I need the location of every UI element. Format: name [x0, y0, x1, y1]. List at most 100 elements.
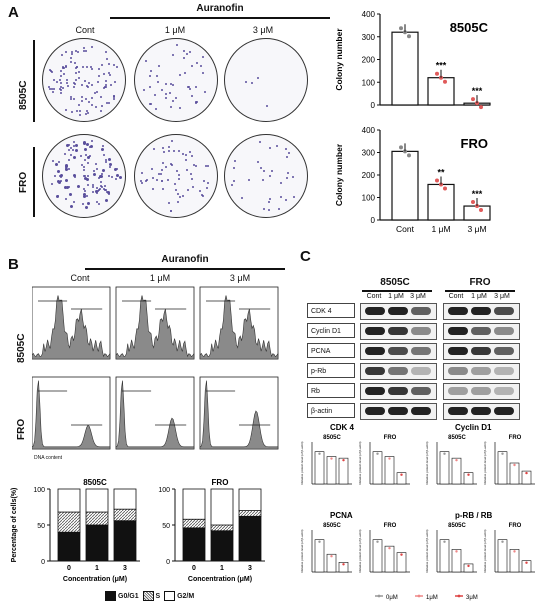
- dose-label-3um-b: 3 μM: [229, 273, 251, 283]
- colony-dot: [87, 156, 91, 160]
- colony-dot: [59, 69, 62, 72]
- wb-band: [365, 347, 385, 355]
- colony-dot: [266, 104, 269, 107]
- colony-dot: [144, 179, 147, 182]
- colony-dot: [96, 90, 99, 93]
- colony-dot: [186, 53, 189, 56]
- colony-dot: [67, 186, 70, 189]
- colony-dot: [73, 175, 76, 178]
- colony-dot: [92, 169, 95, 172]
- data-point: [399, 145, 403, 150]
- colony-dot: [105, 160, 108, 163]
- quant-bar: [338, 457, 349, 485]
- colony-dot: [107, 62, 110, 65]
- y-tick-label: 400: [362, 126, 376, 135]
- quant-point: [525, 471, 528, 475]
- colony-dot: [256, 160, 259, 163]
- quant-subtitle: 8505C: [448, 435, 466, 441]
- colony-dot: [144, 60, 147, 63]
- colony-dot: [171, 140, 174, 143]
- colony-dot: [88, 145, 91, 148]
- colony-chart-8505c: 0 100 200 300 400 Colony number 8505C *** ***: [334, 10, 491, 110]
- colony-dot: [204, 165, 207, 168]
- colony-dot: [96, 187, 99, 190]
- colony-dot: [52, 79, 55, 82]
- colony-dot: [140, 181, 143, 184]
- stacked-segment-s: [85, 511, 109, 526]
- quant-bar: [326, 553, 337, 573]
- colony-dot: [104, 199, 108, 203]
- colony-dot: [65, 50, 68, 53]
- significance-mark: ***: [436, 61, 447, 71]
- legend-label: 1μM: [426, 595, 438, 601]
- colony-dot: [157, 64, 160, 67]
- colony-dot: [98, 203, 101, 206]
- dose-label-cont-b: Cont: [70, 273, 90, 283]
- colony-dot: [101, 148, 105, 152]
- x-tick-label: 1: [220, 565, 224, 572]
- wb-band: [388, 387, 408, 395]
- colony-dot: [100, 181, 103, 184]
- wb-band: [388, 327, 408, 335]
- colony-dot: [56, 195, 60, 199]
- colony-dot: [107, 102, 110, 105]
- colony-dot: [103, 85, 106, 88]
- quant-bar: [396, 552, 407, 573]
- colony-dot: [76, 65, 79, 68]
- colony-dot: [116, 173, 120, 177]
- colony-dot: [207, 181, 210, 184]
- colony-dot: [83, 47, 86, 50]
- stacked-segment-g0g1: [182, 527, 206, 562]
- quant-subtitle: 8505C: [323, 435, 341, 441]
- quant-bar: [451, 457, 462, 485]
- quant-point: [501, 452, 504, 455]
- stacked-segment-g2m: [85, 488, 109, 513]
- colony-dish-8505c-1um: [134, 38, 218, 122]
- wb-header-fro: FRO: [469, 277, 491, 288]
- bar: [463, 205, 491, 221]
- quant-bar: [338, 562, 349, 573]
- y-tick-label: 50: [37, 523, 45, 530]
- colony-dot: [189, 51, 192, 54]
- colony-dot: [191, 186, 194, 189]
- panel-label-b: B: [8, 256, 19, 273]
- colony-dot: [178, 196, 181, 198]
- colony-dot: [268, 200, 271, 203]
- colony-dot: [160, 88, 163, 91]
- row-bar-fro-a: [33, 147, 35, 217]
- flow-histograms: [32, 286, 279, 450]
- quant-bar: [497, 451, 508, 485]
- colony-dot: [96, 81, 99, 84]
- colony-dot: [116, 168, 119, 171]
- y-tick-label: 300: [362, 33, 376, 42]
- colony-dot: [87, 111, 90, 114]
- quant-y-label: Relative protein level (of β-actin): [358, 529, 362, 572]
- y-tick-label: 200: [362, 171, 376, 180]
- colony-dot: [87, 162, 90, 165]
- x-tick-label: 0: [67, 565, 71, 572]
- quant-bar: [497, 539, 508, 573]
- colony-dot: [70, 60, 73, 63]
- colony-dot: [177, 149, 180, 152]
- chart-title: FRO: [461, 136, 488, 151]
- colony-dot: [154, 108, 157, 111]
- colony-dot: [86, 201, 90, 205]
- colony-dot: [109, 74, 112, 77]
- colony-dot: [157, 80, 160, 83]
- colony-dot: [160, 168, 163, 171]
- colony-dot: [172, 84, 175, 87]
- wb-band: [471, 347, 491, 355]
- colony-dot: [98, 188, 101, 191]
- wb-blot-strip: [443, 363, 520, 380]
- wb-band: [388, 347, 408, 355]
- colony-dot: [284, 199, 287, 201]
- chart-title: 8505C: [450, 20, 489, 35]
- y-axis-label: Percentage of cells(%): [11, 488, 18, 563]
- wb-band: [448, 407, 468, 415]
- data-point: [407, 34, 411, 39]
- wb-band: [411, 307, 431, 315]
- colony-dot: [82, 175, 85, 178]
- wb-band: [494, 387, 514, 395]
- wb-band: [411, 387, 431, 395]
- colony-dot: [81, 163, 84, 166]
